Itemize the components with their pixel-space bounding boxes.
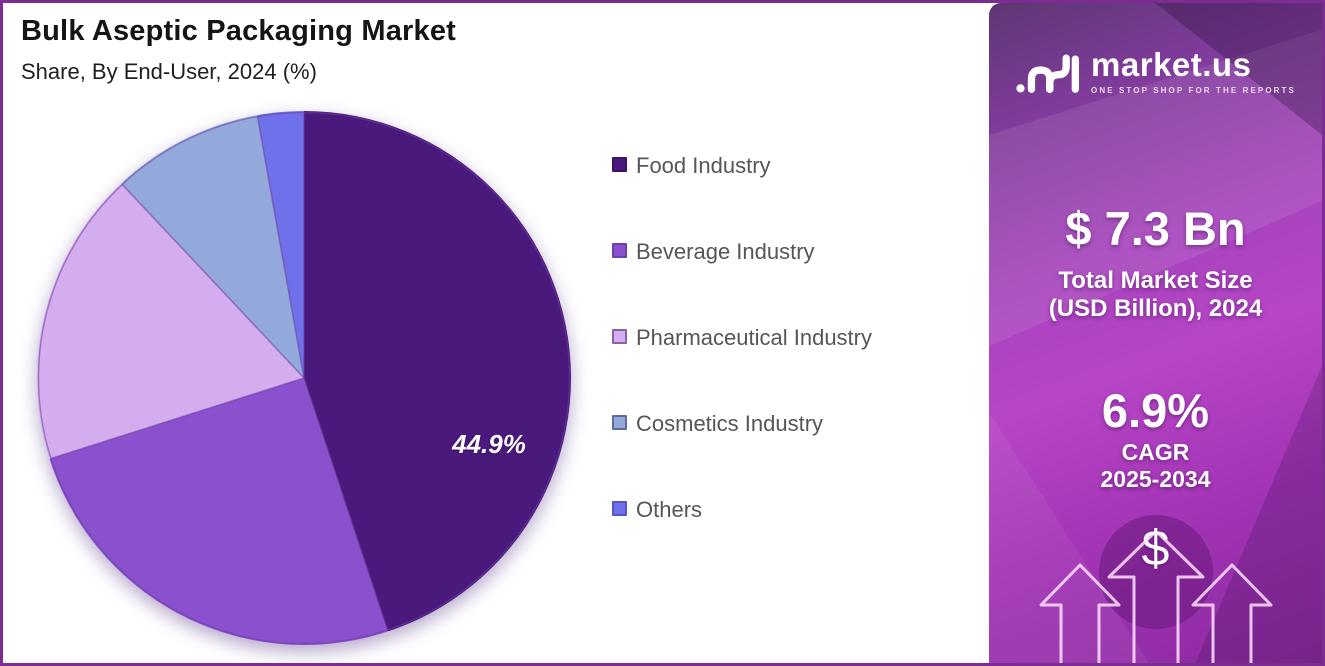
legend-label: Pharmaceutical Industry bbox=[636, 325, 872, 350]
sidebar: market.us ONE STOP SHOP FOR THE REPORTS … bbox=[989, 3, 1322, 663]
cagr-label-line2: 2025-2034 bbox=[1100, 466, 1211, 492]
dollar-sign-icon: $ bbox=[1141, 520, 1170, 576]
pie-chart: 44.9% bbox=[37, 111, 571, 645]
pie-slice-borders bbox=[37, 111, 571, 645]
legend-item-pharmaceutical-industry: Pharmaceutical Industry bbox=[612, 325, 872, 351]
dollar-badge: $ bbox=[1098, 515, 1213, 629]
legend-item-beverage-industry: Beverage Industry bbox=[612, 239, 872, 265]
legend-label: Beverage Industry bbox=[636, 239, 815, 264]
growth-arrows-icon bbox=[1039, 533, 1272, 663]
legend-swatch-cosmetics-industry bbox=[612, 415, 627, 430]
legend-label: Food Industry bbox=[636, 153, 771, 178]
market-size-label-line2: (USD Billion), 2024 bbox=[1048, 295, 1263, 322]
legend: Food Industry Beverage Industry Pharmace… bbox=[612, 153, 872, 583]
brand-name: market.us bbox=[1091, 45, 1252, 83]
legend-label: Cosmetics Industry bbox=[636, 411, 824, 436]
market-size-label-line1: Total Market Size bbox=[1058, 267, 1253, 294]
pie-data-label: 44.9% bbox=[452, 429, 526, 459]
market-us-logo: market.us ONE STOP SHOP FOR THE REPORTS bbox=[989, 45, 1322, 97]
market-size-label: Total Market Size (USD Billion), 2024 bbox=[989, 267, 1322, 323]
brand-tagline: ONE STOP SHOP FOR THE REPORTS bbox=[1091, 85, 1296, 95]
legend-swatch-pharmaceutical-industry bbox=[612, 329, 627, 344]
cagr-label: CAGR 2025-2034 bbox=[989, 439, 1322, 493]
page-title: Bulk Aseptic Packaging Market bbox=[21, 15, 457, 47]
chart-area: Bulk Aseptic Packaging Market Share, By … bbox=[3, 3, 986, 663]
page-subtitle: Share, By End-User, 2024 (%) bbox=[21, 59, 317, 84]
legend-item-food-industry: Food Industry bbox=[612, 153, 872, 179]
legend-label: Others bbox=[636, 497, 703, 522]
cagr-label-line1: CAGR bbox=[1121, 439, 1190, 465]
market-us-logo-icon bbox=[1016, 54, 1080, 93]
market-size-value: $ 7.3 Bn bbox=[1065, 202, 1246, 255]
logo-text: market.us ONE STOP SHOP FOR THE REPORTS bbox=[1091, 48, 1296, 95]
legend-swatch-beverage-industry bbox=[612, 243, 627, 258]
legend-item-cosmetics-industry: Cosmetics Industry bbox=[612, 411, 872, 437]
legend-swatch-food-industry bbox=[612, 157, 627, 172]
legend-item-others: Others bbox=[612, 497, 872, 523]
legend-swatch-others bbox=[612, 501, 627, 516]
cagr-value: 6.9% bbox=[1101, 384, 1210, 437]
